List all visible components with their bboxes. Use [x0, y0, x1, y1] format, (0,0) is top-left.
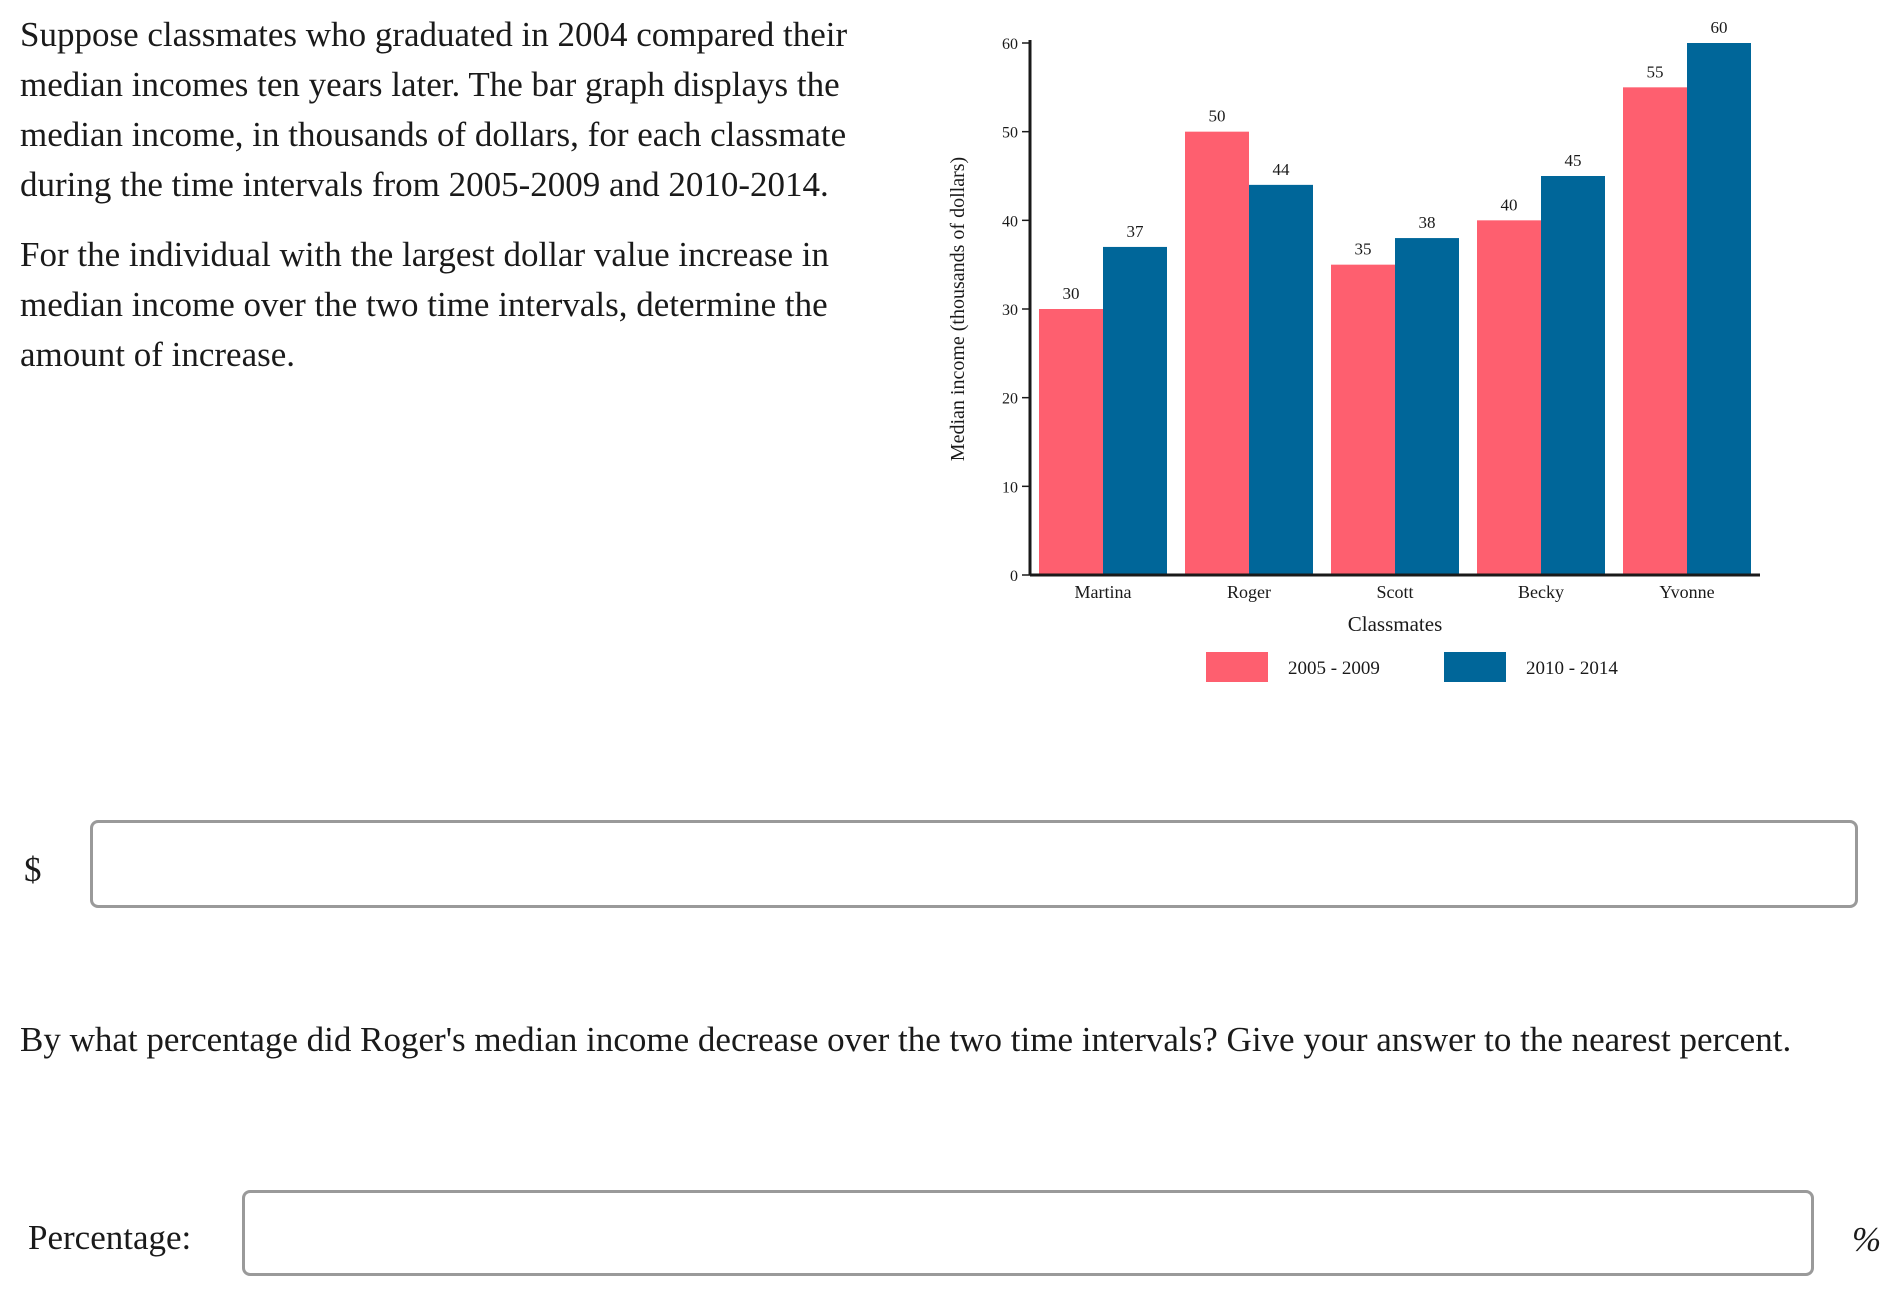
bar-data-label: 45: [1565, 151, 1582, 170]
bar-becky-2: [1541, 176, 1605, 575]
bar-roger-1: [1185, 131, 1249, 575]
legend-swatch-2: [1444, 652, 1506, 682]
x-tick-label: Martina: [1075, 582, 1132, 602]
bar-data-label: 35: [1355, 240, 1372, 259]
y-tick-label: 40: [1002, 213, 1018, 230]
bar-data-label: 44: [1273, 160, 1291, 179]
legend-label-2: 2010 - 2014: [1526, 658, 1618, 679]
bar-scott-2: [1395, 238, 1459, 576]
bar-data-label: 60: [1711, 18, 1728, 37]
percentage-label: Percentage:: [28, 1218, 192, 1257]
legend-swatch-1: [1206, 652, 1268, 682]
bar-data-label: 50: [1209, 107, 1226, 126]
bar-roger-2: [1249, 184, 1313, 575]
question-text: Suppose classmates who graduated in 2004…: [20, 10, 870, 400]
question-paragraph-2: For the individual with the largest doll…: [20, 235, 829, 374]
bar-scott-1: [1331, 264, 1395, 575]
bar-martina-2: [1103, 246, 1167, 575]
bar-data-label: 40: [1501, 195, 1518, 214]
x-axis-label: Classmates: [1348, 612, 1443, 636]
y-tick-label: 30: [1002, 302, 1018, 319]
bar-data-label: 37: [1127, 222, 1145, 241]
bar-data-label: 55: [1647, 62, 1664, 81]
x-tick-label: Becky: [1518, 582, 1564, 602]
x-tick-label: Roger: [1227, 582, 1271, 602]
question-paragraph-1: Suppose classmates who graduated in 2004…: [20, 15, 848, 204]
y-tick-label: 50: [1002, 125, 1018, 142]
dollar-sign: $: [24, 850, 42, 889]
y-tick-label: 10: [1002, 479, 1018, 496]
legend-label-1: 2005 - 2009: [1288, 658, 1380, 679]
bar-becky-1: [1477, 220, 1541, 576]
bar-chart-svg: 0 10 20 30 40 50 60 Median income (thousands of…: [947, 18, 1760, 682]
y-tick-label: 0: [1010, 568, 1018, 585]
bar-data-label: 30: [1063, 284, 1080, 303]
question-2-text: By what percentage did Roger's median in…: [20, 1020, 1792, 1059]
y-axis-label: Median income (thousands of dollars): [947, 157, 969, 461]
percent-sign: %: [1852, 1220, 1882, 1259]
bar-data-label: 38: [1419, 213, 1436, 232]
y-tick-label: 20: [1002, 391, 1018, 408]
bar-chart: 0 10 20 30 40 50 60 Median income (thousands of…: [940, 0, 1880, 700]
income-increase-input[interactable]: [90, 820, 1858, 908]
y-tick-label: 60: [1002, 36, 1018, 53]
x-tick-label: Scott: [1376, 582, 1413, 602]
x-tick-label: Yvonne: [1659, 582, 1714, 602]
percentage-input[interactable]: [242, 1190, 1814, 1276]
bar-martina-1: [1039, 309, 1103, 575]
bar-yvonne-2: [1687, 43, 1751, 575]
bar-yvonne-1: [1623, 87, 1687, 575]
